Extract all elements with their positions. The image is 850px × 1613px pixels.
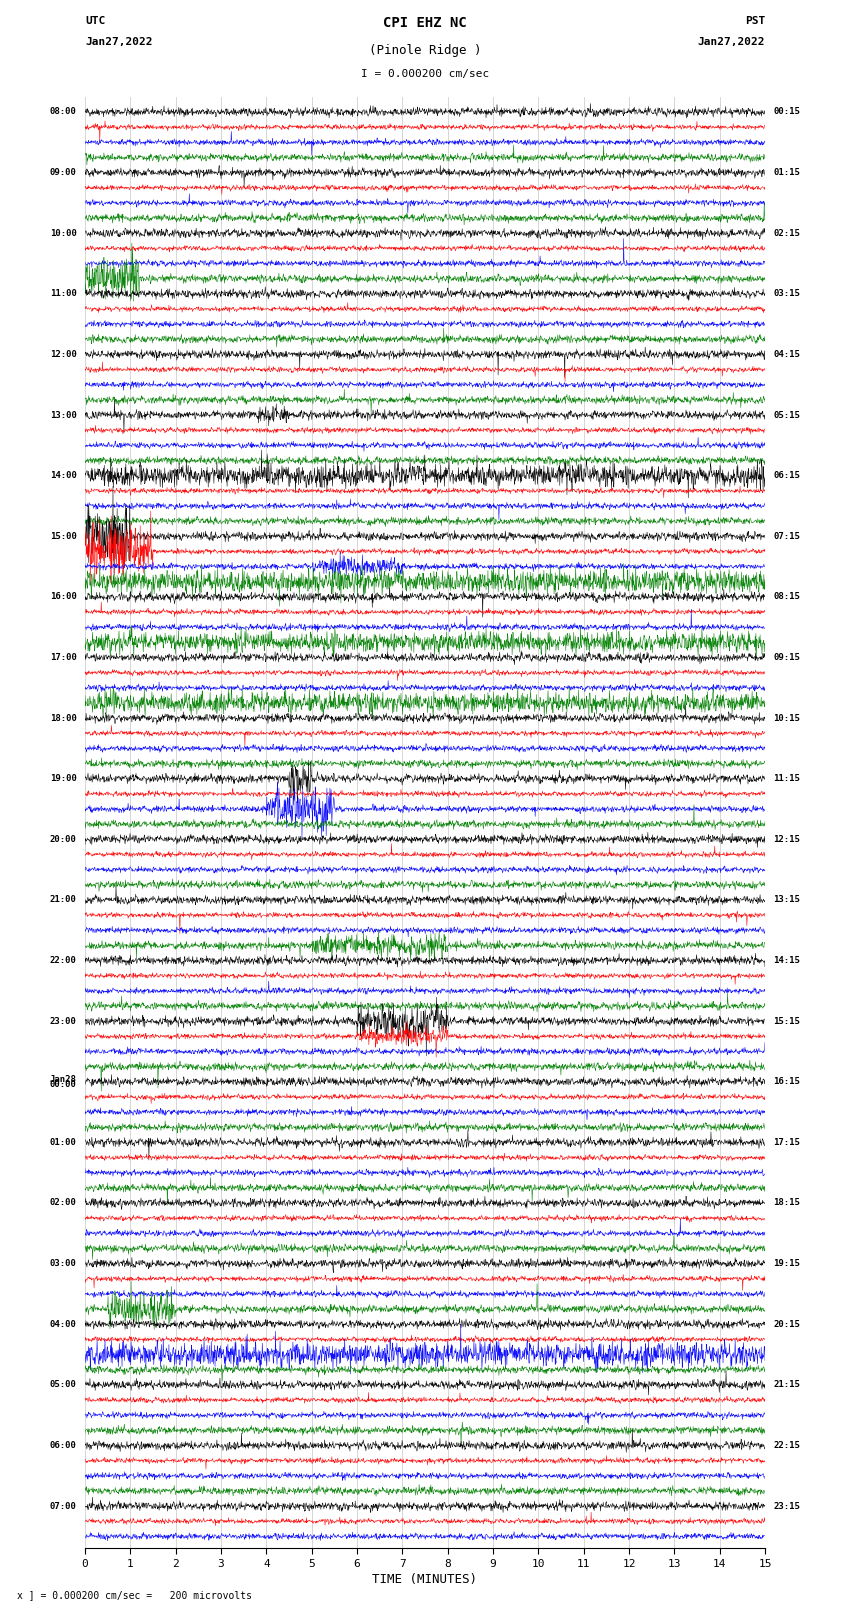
Text: 05:00: 05:00: [50, 1381, 76, 1389]
Text: 22:00: 22:00: [50, 957, 76, 965]
Text: I = 0.000200 cm/sec: I = 0.000200 cm/sec: [361, 69, 489, 79]
Text: 20:15: 20:15: [774, 1319, 800, 1329]
Text: 00:00: 00:00: [50, 1079, 76, 1089]
Text: 21:15: 21:15: [774, 1381, 800, 1389]
X-axis label: TIME (MINUTES): TIME (MINUTES): [372, 1573, 478, 1586]
Text: 15:15: 15:15: [774, 1016, 800, 1026]
Text: 04:15: 04:15: [774, 350, 800, 358]
Text: 08:00: 08:00: [50, 108, 76, 116]
Text: 06:00: 06:00: [50, 1440, 76, 1450]
Text: 18:15: 18:15: [774, 1198, 800, 1208]
Text: 09:00: 09:00: [50, 168, 76, 177]
Text: 17:00: 17:00: [50, 653, 76, 661]
Text: 12:15: 12:15: [774, 836, 800, 844]
Text: 03:15: 03:15: [774, 289, 800, 298]
Text: UTC: UTC: [85, 16, 105, 26]
Text: 23:00: 23:00: [50, 1016, 76, 1026]
Text: x ] = 0.000200 cm/sec =   200 microvolts: x ] = 0.000200 cm/sec = 200 microvolts: [17, 1590, 252, 1600]
Text: 11:00: 11:00: [50, 289, 76, 298]
Text: 06:15: 06:15: [774, 471, 800, 481]
Text: 19:00: 19:00: [50, 774, 76, 784]
Text: 12:00: 12:00: [50, 350, 76, 358]
Text: 13:15: 13:15: [774, 895, 800, 905]
Text: 01:15: 01:15: [774, 168, 800, 177]
Text: 11:15: 11:15: [774, 774, 800, 784]
Text: 16:00: 16:00: [50, 592, 76, 602]
Text: 10:00: 10:00: [50, 229, 76, 237]
Text: 19:15: 19:15: [774, 1260, 800, 1268]
Text: 15:00: 15:00: [50, 532, 76, 540]
Text: (Pinole Ridge ): (Pinole Ridge ): [369, 44, 481, 56]
Text: 04:00: 04:00: [50, 1319, 76, 1329]
Text: 02:15: 02:15: [774, 229, 800, 237]
Text: 20:00: 20:00: [50, 836, 76, 844]
Text: PST: PST: [745, 16, 765, 26]
Text: 22:15: 22:15: [774, 1440, 800, 1450]
Text: 16:15: 16:15: [774, 1077, 800, 1086]
Text: CPI EHZ NC: CPI EHZ NC: [383, 16, 467, 31]
Text: 23:15: 23:15: [774, 1502, 800, 1510]
Text: 05:15: 05:15: [774, 410, 800, 419]
Text: Jan27,2022: Jan27,2022: [698, 37, 765, 47]
Text: 21:00: 21:00: [50, 895, 76, 905]
Text: 02:00: 02:00: [50, 1198, 76, 1208]
Text: 13:00: 13:00: [50, 410, 76, 419]
Text: 14:15: 14:15: [774, 957, 800, 965]
Text: 09:15: 09:15: [774, 653, 800, 661]
Text: 07:00: 07:00: [50, 1502, 76, 1510]
Text: Jan28: Jan28: [50, 1074, 76, 1084]
Text: 17:15: 17:15: [774, 1137, 800, 1147]
Text: 18:00: 18:00: [50, 713, 76, 723]
Text: Jan27,2022: Jan27,2022: [85, 37, 152, 47]
Text: 01:00: 01:00: [50, 1137, 76, 1147]
Text: 10:15: 10:15: [774, 713, 800, 723]
Text: 07:15: 07:15: [774, 532, 800, 540]
Text: 08:15: 08:15: [774, 592, 800, 602]
Text: 03:00: 03:00: [50, 1260, 76, 1268]
Text: 00:15: 00:15: [774, 108, 800, 116]
Text: 14:00: 14:00: [50, 471, 76, 481]
